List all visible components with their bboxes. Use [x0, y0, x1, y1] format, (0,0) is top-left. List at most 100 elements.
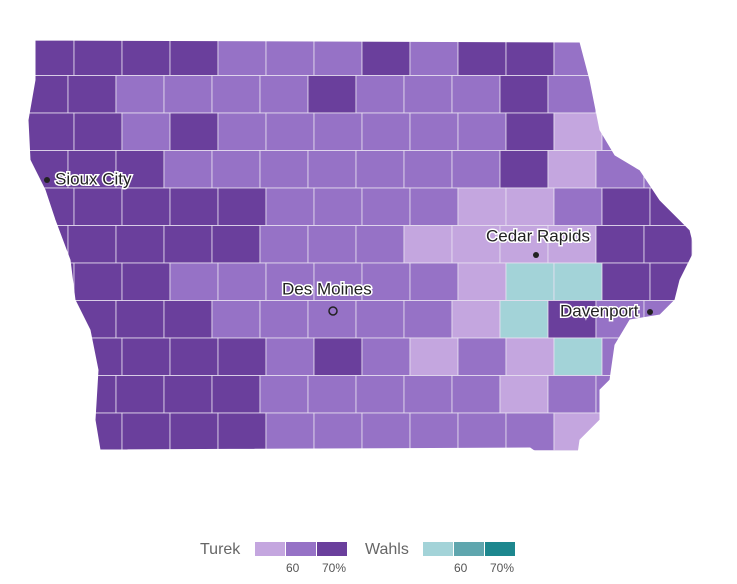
county — [499, 75, 549, 114]
county — [403, 225, 453, 264]
county — [169, 337, 219, 376]
county — [217, 40, 267, 76]
county — [28, 225, 69, 264]
county — [451, 75, 501, 114]
county — [403, 75, 453, 114]
county — [649, 337, 695, 376]
county — [169, 40, 219, 76]
county — [121, 262, 171, 301]
county — [28, 187, 75, 226]
county — [28, 375, 69, 414]
county — [211, 225, 261, 264]
county — [217, 112, 267, 151]
county — [643, 75, 693, 114]
county — [73, 40, 123, 76]
legend-tick: 60 — [286, 561, 300, 575]
county — [643, 150, 693, 189]
county — [259, 150, 309, 189]
county — [28, 262, 75, 301]
county — [457, 112, 507, 151]
county — [649, 112, 695, 151]
county — [553, 412, 603, 451]
county — [265, 112, 315, 151]
county — [643, 300, 693, 339]
county — [307, 300, 357, 339]
county — [595, 225, 645, 264]
county — [259, 300, 309, 339]
legend-swatch — [317, 542, 347, 556]
county — [595, 375, 645, 414]
county — [169, 187, 219, 226]
county — [355, 300, 405, 339]
county — [361, 40, 411, 76]
county — [457, 262, 507, 301]
legend-tick: 60 — [454, 561, 468, 575]
city-label: Cedar Rapids — [486, 226, 590, 245]
county — [217, 187, 267, 226]
county — [457, 337, 507, 376]
county — [505, 187, 555, 226]
city-dot — [44, 177, 50, 183]
county — [67, 225, 117, 264]
county — [643, 375, 693, 414]
county — [409, 40, 459, 76]
county — [307, 225, 357, 264]
county — [505, 112, 555, 151]
county — [28, 112, 75, 151]
county — [217, 262, 267, 301]
county — [121, 412, 171, 451]
county — [457, 412, 507, 451]
county — [355, 75, 405, 114]
county — [211, 150, 261, 189]
county — [451, 150, 501, 189]
county — [361, 262, 411, 301]
county — [355, 225, 405, 264]
county — [313, 412, 363, 451]
county — [121, 112, 171, 151]
counties — [28, 40, 695, 451]
county — [211, 300, 261, 339]
county — [163, 75, 213, 114]
legend: Turek 60 70% Wahls 60 70% — [200, 541, 515, 575]
county — [115, 300, 165, 339]
city-label: Des Moines — [282, 279, 372, 298]
county — [595, 75, 645, 114]
county — [409, 112, 459, 151]
county — [451, 375, 501, 414]
county — [403, 150, 453, 189]
county — [649, 262, 695, 301]
county — [505, 262, 555, 301]
county — [457, 187, 507, 226]
county — [553, 112, 603, 151]
county — [601, 337, 651, 376]
state-outline — [27, 39, 696, 476]
county — [499, 150, 549, 189]
county — [505, 337, 555, 376]
county — [355, 150, 405, 189]
county — [451, 225, 501, 264]
county — [313, 337, 363, 376]
county — [547, 300, 597, 339]
legend-swatch — [255, 542, 285, 556]
county — [265, 337, 315, 376]
county — [73, 412, 123, 451]
county — [121, 40, 171, 76]
county — [28, 300, 69, 339]
county — [553, 40, 603, 76]
county — [643, 225, 693, 264]
county — [403, 300, 453, 339]
county — [73, 112, 123, 151]
city-label: Sioux City — [55, 169, 132, 188]
county — [601, 187, 651, 226]
county — [547, 225, 597, 264]
city-label: Davenport — [560, 301, 639, 320]
capital-marker — [328, 306, 338, 316]
county — [313, 40, 363, 76]
county — [649, 40, 695, 76]
legend-swatch — [485, 542, 515, 556]
county — [169, 412, 219, 451]
county — [28, 412, 75, 451]
county — [553, 262, 603, 301]
county — [169, 112, 219, 151]
county — [649, 187, 695, 226]
